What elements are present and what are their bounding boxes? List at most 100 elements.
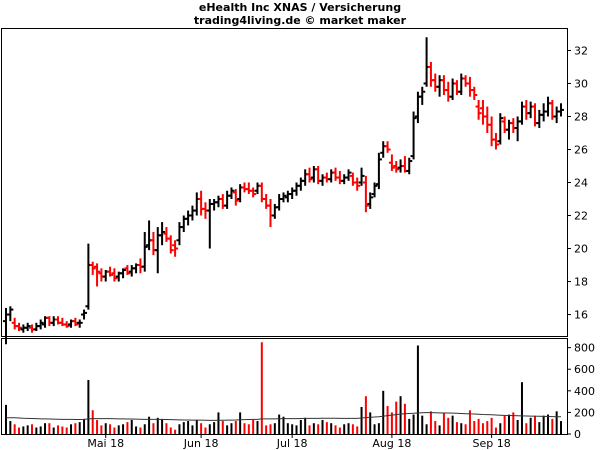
ohlc-bar: [471, 86, 478, 100]
ohlc-bar: [293, 182, 300, 196]
ohlc-bar: [358, 167, 365, 186]
ohlc-bar: [189, 205, 196, 221]
ohlc-bar: [46, 316, 53, 327]
ohlc-bar: [367, 192, 374, 209]
ohlc-bar: [85, 243, 92, 310]
ohlc-bar: [211, 199, 218, 211]
price-tick-label: 16: [574, 309, 588, 322]
ohlc-bar: [219, 194, 226, 209]
price-tick-label: 22: [574, 210, 588, 223]
volume-tick-label: 400: [574, 385, 595, 398]
date-tick-label: Sep 18: [473, 437, 511, 450]
ohlc-bar: [436, 75, 443, 97]
volume-tick-label: 0: [574, 428, 581, 441]
ohlc-bar: [445, 81, 452, 102]
ohlc-bar: [302, 169, 309, 186]
ohlc-bar: [423, 37, 430, 87]
volume-average: [6, 412, 561, 421]
ohlc-bar: [319, 174, 326, 186]
ohlc-bar: [63, 321, 70, 328]
chart-subtitle: trading4living.de © market maker: [193, 14, 407, 27]
ohlc-bar: [544, 96, 551, 117]
ohlc-bar: [50, 316, 57, 327]
ohlc-bar: [349, 172, 356, 186]
ohlc-bar: [81, 309, 88, 320]
ohlc-bar: [388, 154, 395, 171]
ohlc-bar: [120, 268, 127, 279]
ohlc-bar: [371, 182, 378, 198]
ohlc-bar: [527, 101, 534, 119]
ohlc-bar: [488, 116, 495, 147]
ohlc-bar: [354, 177, 361, 191]
price-bars: [3, 37, 564, 345]
ohlc-bar: [492, 132, 499, 150]
ohlc-bar: [276, 194, 283, 211]
price-tick-label: 20: [574, 243, 588, 256]
ohlc-bar: [172, 240, 179, 257]
ohlc-bar: [484, 106, 491, 133]
ohlc-bar: [37, 319, 44, 330]
ohlc-bar: [267, 199, 274, 228]
volume-bars: [5, 342, 562, 434]
ohlc-bar: [384, 141, 391, 153]
price-tick-label: 32: [574, 44, 588, 57]
ohlc-bar: [89, 261, 96, 275]
ohlc-bar: [241, 182, 248, 193]
ohlc-bar: [449, 78, 456, 100]
ohlc-bar: [128, 265, 135, 277]
ohlc-bar: [440, 75, 447, 96]
ohlc-bar: [141, 232, 148, 272]
ohlc-bar: [146, 220, 153, 251]
ohlc-bar: [107, 266, 114, 277]
date-tick-label: Jul 18: [276, 437, 308, 450]
ohlc-bar: [263, 194, 270, 209]
axes: 16 18 20 22 24 26 28 30 32 0 200 400 600 800 Mai 18 Jun…: [87, 44, 595, 450]
ohlc-bar: [497, 113, 504, 145]
ohlc-bar: [518, 101, 525, 125]
ohlc-bar: [232, 189, 239, 206]
price-tick-label: 24: [574, 177, 588, 190]
date-tick-label: Mai 18: [87, 437, 124, 450]
ohlc-bar: [11, 317, 18, 330]
ohlc-bar: [466, 76, 473, 97]
ohlc-bar: [280, 192, 287, 203]
ohlc-bar: [306, 167, 313, 183]
ohlc-bar: [514, 116, 521, 142]
ohlc-bar: [76, 319, 83, 328]
ohlc-bar: [393, 161, 400, 173]
ohlc-bar: [336, 170, 343, 185]
price-panel-frame: [1, 28, 568, 337]
ohlc-bar: [427, 62, 434, 87]
ohlc-bar: [458, 73, 465, 96]
ohlc-bar: [228, 187, 235, 200]
ohlc-bar: [250, 187, 257, 198]
ohlc-bar: [432, 73, 439, 92]
ohlc-bar: [193, 192, 200, 216]
ohlc-bar: [206, 199, 213, 249]
ohlc-bar: [453, 80, 460, 96]
volume-panel-frame: [1, 338, 568, 435]
date-tick-label: Aug 18: [372, 437, 411, 450]
ohlc-bar: [94, 263, 101, 287]
ohlc-bar: [224, 190, 231, 209]
ohlc-bar: [289, 187, 296, 200]
volume-tick-label: 200: [574, 406, 595, 419]
ohlc-bar: [323, 172, 330, 183]
volume-tick-label: 800: [574, 342, 595, 355]
date-tick-label: Jun 18: [183, 437, 219, 450]
ohlc-bar: [176, 222, 183, 246]
ohlc-bar: [297, 177, 304, 191]
ohlc-bar: [16, 322, 23, 332]
ohlc-bar: [553, 106, 560, 124]
ohlc-bar: [462, 75, 469, 87]
ohlc-bar: [328, 169, 335, 183]
ohlc-bar: [98, 268, 105, 282]
ohlc-bar: [406, 157, 413, 175]
ohlc-bar: [332, 167, 339, 181]
ohlc-bar: [345, 169, 352, 181]
ohlc-bar: [124, 265, 131, 275]
ohlc-bar: [150, 232, 157, 256]
ohlc-bar: [185, 210, 192, 226]
price-tick-label: 28: [574, 110, 588, 123]
